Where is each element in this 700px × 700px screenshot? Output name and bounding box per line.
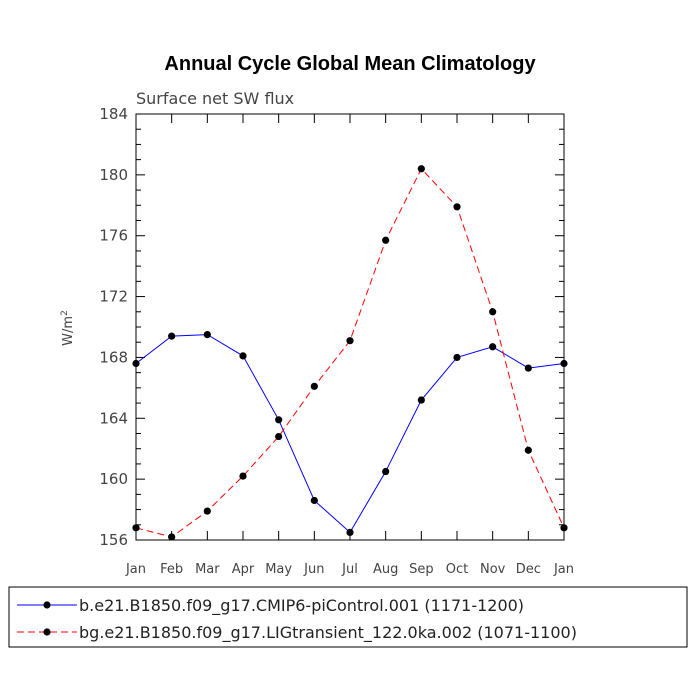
y-tick-label: 164 xyxy=(99,409,128,427)
legend-box xyxy=(8,586,688,648)
data-point xyxy=(524,364,532,372)
x-tick-label: Jun xyxy=(303,562,324,577)
data-point xyxy=(168,332,176,340)
data-point xyxy=(239,472,247,480)
x-tick-labels: Jan Feb Mar Apr May Jun Jul Aug Sep Oct Nov Dec Jan xyxy=(125,562,574,577)
x-tick-label: Sep xyxy=(409,562,434,577)
y-axis-label: W/m2 xyxy=(60,310,76,346)
y-tick-label: 168 xyxy=(99,348,128,366)
x-tick-label: Jul xyxy=(341,562,358,577)
y-tick-label: 156 xyxy=(99,531,128,549)
data-point xyxy=(453,203,461,211)
series-2 xyxy=(132,165,568,541)
x-tick-label: Nov xyxy=(480,562,506,577)
legend-label: b.e21.B1850.f09_g17.CMIP6-piControl.001 … xyxy=(79,596,524,616)
chart-subtitle: Surface net SW flux xyxy=(136,89,294,108)
x-tick-label: May xyxy=(265,562,292,577)
series-1 xyxy=(132,331,568,536)
x-tick-label: Aug xyxy=(373,562,398,577)
y-tick-labels: 156 160 164 168 172 176 180 184 xyxy=(99,105,128,549)
data-point xyxy=(417,396,425,404)
x-tick-label: Jan xyxy=(125,562,146,577)
data-point xyxy=(524,446,532,454)
x-tick-label: Mar xyxy=(195,562,220,577)
legend-marker xyxy=(43,601,51,609)
data-point xyxy=(132,359,140,368)
y-tick-label: 172 xyxy=(99,288,128,306)
data-point xyxy=(453,353,461,362)
data-point xyxy=(346,337,354,345)
data-point xyxy=(417,165,425,173)
data-point xyxy=(132,524,140,532)
data-point xyxy=(382,467,390,476)
x-tick-label: Feb xyxy=(160,562,183,577)
data-point xyxy=(382,236,390,244)
y-tick-label: 180 xyxy=(99,166,128,184)
series-line xyxy=(135,334,565,534)
series-line xyxy=(135,167,565,538)
data-point xyxy=(239,352,247,360)
y-axis-label-text: W/m xyxy=(61,316,76,346)
plot-frame xyxy=(135,113,565,541)
data-point xyxy=(168,533,176,541)
x-tick-label: Apr xyxy=(232,562,255,577)
legend-label: bg.e21.B1850.f09_g17.LIGtransient_122.0k… xyxy=(79,623,577,643)
series-layer xyxy=(132,165,568,541)
data-point xyxy=(560,359,568,368)
y-tick-label: 184 xyxy=(99,105,128,123)
legend-entry-2: bg.e21.B1850.f09_g17.LIGtransient_122.0k… xyxy=(17,623,577,643)
data-point xyxy=(560,524,568,532)
y-axis-label-superscript: 2 xyxy=(60,310,70,316)
legend: b.e21.B1850.f09_g17.CMIP6-piControl.001 … xyxy=(17,596,577,643)
y-tick-label: 160 xyxy=(99,470,128,488)
data-point xyxy=(346,528,354,536)
x-tick-label: Oct xyxy=(446,562,468,577)
data-point xyxy=(310,496,318,505)
x-tick-label: Dec xyxy=(516,562,541,577)
chart-title: Annual Cycle Global Mean Climatology xyxy=(164,53,536,75)
axis-ticks xyxy=(135,113,565,541)
x-tick-label: Jan xyxy=(553,562,574,577)
data-point xyxy=(275,416,283,424)
data-point xyxy=(203,331,211,339)
legend-marker xyxy=(43,628,51,636)
data-point xyxy=(489,308,497,316)
data-point xyxy=(203,507,211,515)
y-tick-label: 176 xyxy=(99,227,128,245)
data-point xyxy=(275,432,283,441)
data-point xyxy=(310,382,318,390)
legend-entry-1: b.e21.B1850.f09_g17.CMIP6-piControl.001 … xyxy=(17,596,524,616)
data-point xyxy=(489,343,497,351)
